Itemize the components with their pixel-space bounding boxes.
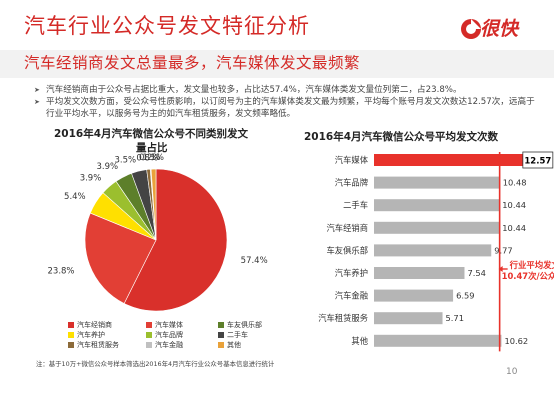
legend-label: 汽车租赁服务 xyxy=(77,341,119,349)
bar xyxy=(374,176,500,189)
bar-category-label: 二手车 xyxy=(343,200,368,210)
pie-slice xyxy=(150,168,157,241)
bar xyxy=(374,267,465,279)
bar-category-label: 汽车租赁服务 xyxy=(318,313,368,323)
bar-value-label: 10.44 xyxy=(502,223,526,233)
bar-category-label: 车友俱乐部 xyxy=(327,245,369,255)
legend-item: 汽车金融 xyxy=(146,340,183,350)
bar-value-label: 6.59 xyxy=(456,291,474,301)
page-title: 汽车行业公众号发文特征分析 xyxy=(24,14,310,38)
bullet-item: 平均发文次数方面，受公众号性质影响，以订阅号为主的汽车媒体类发文最为频繁，平均每… xyxy=(34,96,536,120)
bar-category-label: 汽车养护 xyxy=(335,268,368,278)
legend-item: 汽车品牌 xyxy=(146,330,183,340)
bar-chart: 汽车媒体 12.57 汽车品牌 10.48 二手车 10.44 汽车经销商 10.44 车友俱乐… xyxy=(318,151,554,352)
pie-slice-label: 0.2% xyxy=(139,153,161,163)
logo-text: 很快 xyxy=(480,18,519,40)
pie-slice-label: 57.4% xyxy=(241,256,268,266)
bar-value-label: 10.48 xyxy=(503,178,527,188)
bar xyxy=(374,154,525,166)
subtitle-bar xyxy=(0,50,554,78)
bar-category-label: 汽车媒体 xyxy=(335,155,369,165)
legend-label: 汽车养护 xyxy=(77,331,105,339)
pie-slice-label: 5.4% xyxy=(64,192,86,202)
legend-label: 其他 xyxy=(227,341,241,349)
bar-value-label: 7.54 xyxy=(467,268,485,278)
pie-slice-label: 0.8% xyxy=(136,153,158,163)
pie-slice-label: 23.8% xyxy=(48,266,75,276)
bar xyxy=(374,289,454,302)
legend-swatch xyxy=(146,342,152,348)
legend-label: 车友俱乐部 xyxy=(227,321,262,329)
pie-chart-title: 2016年4月汽车微信公众号不同类别发文 xyxy=(54,128,249,140)
footnote: 注：基于10万+微信公众号样本筛选出2016年4月汽车行业公众号基本信息进行统计 xyxy=(36,360,275,368)
legend-label: 二手车 xyxy=(227,331,248,339)
pie-slice-label: 3.9% xyxy=(80,174,102,184)
bar xyxy=(374,221,500,234)
bar-category-label: 汽车金融 xyxy=(335,291,368,301)
legend-swatch xyxy=(68,332,74,338)
legend-swatch xyxy=(146,332,152,338)
page-number: 10 xyxy=(506,367,518,377)
pie-slice-label: 3.5% xyxy=(115,155,137,165)
bar-value-box xyxy=(522,151,554,169)
bar xyxy=(374,312,443,325)
pie-slice-label: 3.9% xyxy=(96,162,118,172)
legend-item: 车友俱乐部 xyxy=(218,320,262,330)
reference-label: 行业平均发文 xyxy=(509,260,554,270)
bar-value-label: 10.44 xyxy=(502,200,526,210)
legend-label: 汽车品牌 xyxy=(155,331,183,339)
bullet-item: 汽车经销商由于公众号占据比重大，发文量也较多，占比达57.4%，汽车媒体类发文量… xyxy=(34,84,536,96)
page-subtitle: 汽车经销商发文总量最多，汽车媒体发文最频繁 xyxy=(24,54,361,72)
pie-chart-title-line2: 量占比 xyxy=(136,142,168,154)
bar-value-label: 12.57 xyxy=(524,157,551,167)
legend-swatch xyxy=(218,332,224,338)
bar xyxy=(374,244,492,257)
bar xyxy=(374,334,502,347)
bar xyxy=(374,199,500,212)
pie-slice xyxy=(84,212,157,304)
bar-chart-title: 2016年4月汽车微信公众号平均发文次数 xyxy=(304,131,499,143)
legend-swatch xyxy=(218,322,224,328)
bar-value-label: 10.62 xyxy=(504,336,528,346)
legend-item: 汽车媒体 xyxy=(146,320,183,330)
bar-category-label: 汽车品牌 xyxy=(335,178,368,188)
reference-arrow-head xyxy=(498,266,503,272)
legend-label: 汽车金融 xyxy=(155,341,183,349)
legend-swatch xyxy=(68,322,74,328)
legend-item: 汽车经销商 xyxy=(68,320,112,330)
legend-item: 其他 xyxy=(218,340,241,350)
legend-label: 汽车经销商 xyxy=(77,321,112,329)
bar-value-label: 5.71 xyxy=(446,313,464,323)
legend-label: 汽车媒体 xyxy=(155,321,183,329)
legend-swatch xyxy=(68,342,74,348)
legend-item: 二手车 xyxy=(218,330,248,340)
bullet-list: 汽车经销商由于公众号占据比重大，发文量也较多，占比达57.4%，汽车媒体类发文量… xyxy=(34,84,536,120)
pie-chart: 57.4%23.8%5.4%3.9%3.9%3.5% 0.8%0.2%1.1% xyxy=(48,153,268,312)
pie-slice-label: 1.1% xyxy=(142,153,164,163)
legend-item: 汽车养护 xyxy=(68,330,105,340)
legend-item: 汽车租赁服务 xyxy=(68,340,119,350)
pie-slice xyxy=(123,168,228,312)
bar-category-label: 汽车经销商 xyxy=(327,223,369,233)
legend-swatch xyxy=(146,322,152,328)
legend-swatch xyxy=(218,342,224,348)
bar-value-label: 9.77 xyxy=(494,245,512,255)
bar-category-label: 其他 xyxy=(351,336,368,346)
logo xyxy=(461,19,481,39)
reference-value-label: 10.47次/公众号 xyxy=(502,271,554,281)
